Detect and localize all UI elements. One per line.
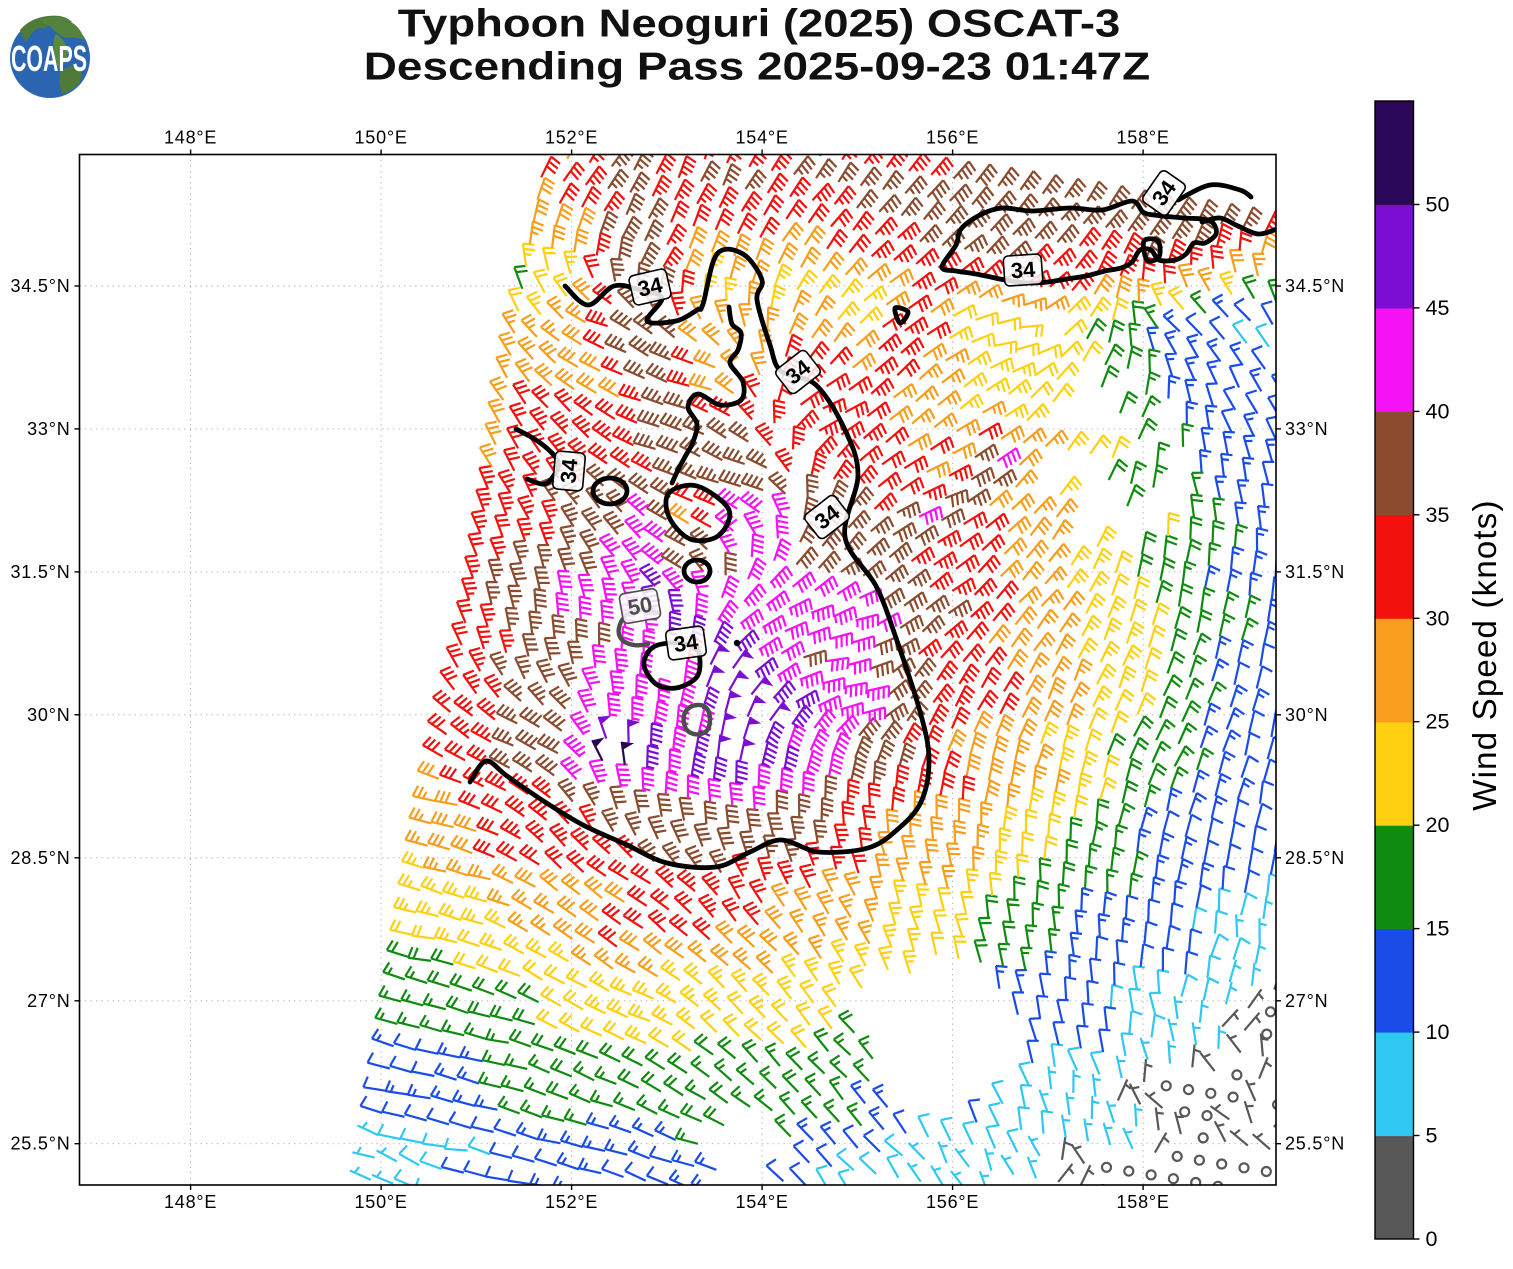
- svg-text:34.5°N: 34.5°N: [1285, 276, 1345, 296]
- svg-text:50: 50: [1426, 193, 1450, 217]
- svg-text:15: 15: [1426, 917, 1450, 941]
- svg-text:40: 40: [1426, 399, 1450, 423]
- svg-text:35: 35: [1426, 503, 1450, 527]
- svg-text:158°E: 158°E: [1116, 128, 1169, 148]
- svg-text:34: 34: [672, 629, 700, 657]
- svg-text:34: 34: [1010, 257, 1037, 284]
- svg-text:150°E: 150°E: [354, 128, 407, 148]
- svg-text:154°E: 154°E: [735, 1192, 788, 1212]
- svg-text:154°E: 154°E: [735, 128, 788, 148]
- svg-text:5: 5: [1426, 1124, 1438, 1148]
- svg-text:156°E: 156°E: [926, 1192, 979, 1212]
- svg-text:Typhoon Neoguri (2025) OSCAT-3: Typhoon Neoguri (2025) OSCAT-3: [398, 1, 1121, 44]
- svg-text:152°E: 152°E: [545, 128, 598, 148]
- svg-text:28.5°N: 28.5°N: [10, 848, 70, 868]
- svg-text:45: 45: [1426, 296, 1450, 320]
- svg-text:50: 50: [626, 592, 654, 621]
- svg-text:27°N: 27°N: [27, 991, 70, 1011]
- svg-text:30: 30: [1426, 606, 1450, 630]
- svg-text:25.5°N: 25.5°N: [10, 1134, 70, 1154]
- svg-text:152°E: 152°E: [545, 1192, 598, 1212]
- svg-text:28.5°N: 28.5°N: [1285, 848, 1345, 868]
- svg-text:Wind Speed (knots): Wind Speed (knots): [1466, 499, 1503, 810]
- svg-text:158°E: 158°E: [1116, 1192, 1169, 1212]
- svg-text:148°E: 148°E: [164, 1192, 217, 1212]
- svg-text:COAPS: COAPS: [11, 38, 87, 79]
- svg-text:20: 20: [1426, 813, 1450, 837]
- svg-text:25: 25: [1426, 710, 1450, 734]
- svg-text:30°N: 30°N: [27, 705, 70, 725]
- svg-text:31.5°N: 31.5°N: [10, 562, 70, 582]
- svg-text:150°E: 150°E: [354, 1192, 407, 1212]
- svg-text:25.5°N: 25.5°N: [1285, 1134, 1345, 1154]
- svg-text:156°E: 156°E: [926, 128, 979, 148]
- svg-text:33°N: 33°N: [1285, 419, 1328, 439]
- svg-text:Descending Pass 2025-09-23 01:: Descending Pass 2025-09-23 01:47Z: [364, 45, 1150, 89]
- svg-text:0: 0: [1426, 1227, 1438, 1251]
- svg-text:33°N: 33°N: [27, 419, 70, 439]
- svg-text:27°N: 27°N: [1285, 991, 1328, 1011]
- svg-text:34: 34: [555, 457, 582, 484]
- svg-text:30°N: 30°N: [1285, 705, 1328, 725]
- svg-text:31.5°N: 31.5°N: [1285, 562, 1345, 582]
- svg-text:148°E: 148°E: [164, 128, 217, 148]
- svg-text:10: 10: [1426, 1020, 1450, 1044]
- svg-text:34.5°N: 34.5°N: [10, 276, 70, 296]
